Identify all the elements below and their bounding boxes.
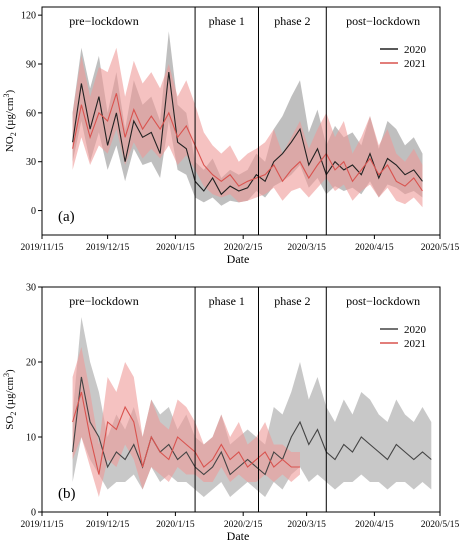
no2-legend-label-2020: 2020 <box>404 44 427 56</box>
no2-period-label-4: post−lockdown <box>346 14 420 28</box>
no2-x-axis-title: Date <box>227 252 250 266</box>
no2-legend: 2020 2021 <box>380 44 427 70</box>
no2-x-tick-label: 2019/12/15 <box>86 243 130 253</box>
no2-y-title-sub: 2 <box>9 132 18 136</box>
no2-y-tick-label: 60 <box>26 108 36 119</box>
so2-y-tick-label: 10 <box>26 433 36 444</box>
so2-y-tick-label: 0 <box>31 508 36 519</box>
no2-period-labels: pre−lockdown phase 1 phase 2 post−lockdown <box>69 14 420 28</box>
so2-y-axis-title: SO2 (µg/cm3) <box>2 369 18 430</box>
so2-period-label-4: post−lockdown <box>346 294 420 308</box>
so2-x-tick-label: 2020/3/15 <box>287 520 326 530</box>
so2-plot-frame <box>41 286 441 513</box>
no2-x-tick-label: 2019/11/15 <box>21 243 64 253</box>
no2-period-label-2: phase 1 <box>209 14 245 28</box>
no2-y-title-unit-sup: 3 <box>2 94 11 98</box>
no2-y-axis-title: NO2 (µg/cm3) <box>2 90 18 153</box>
no2-plot-frame <box>41 6 441 236</box>
no2-y-title-unit: (µg/cm <box>4 97 16 132</box>
no2-y-tick-label: 30 <box>26 157 36 168</box>
no2-y-tick-label: 90 <box>26 60 36 71</box>
no2-period-label-3: phase 2 <box>274 14 310 28</box>
no2-x-tick-label: 2020/4/15 <box>355 243 394 253</box>
no2-panel: 0 30 60 90 120 2019/11/15 2019/12/15 2020/1/15… <box>2 6 460 266</box>
no2-y-tick-label: 120 <box>21 11 36 22</box>
no2-y-title-unit-close: ) <box>4 90 16 94</box>
so2-x-tick-label: 2020/1/15 <box>156 520 195 530</box>
so2-legend-label-2020: 2020 <box>404 324 427 336</box>
so2-series-lines <box>72 376 432 476</box>
so2-period-dividers <box>194 287 327 512</box>
so2-period-labels: pre−lockdown phase 1 phase 2 post−lockdown <box>69 294 420 308</box>
no2-x-tick-label: 2020/5/15 <box>421 243 460 253</box>
so2-legend: 2020 2021 <box>380 324 427 350</box>
no2-legend-label-2021: 2021 <box>404 58 426 70</box>
so2-x-tick-label: 2019/11/15 <box>21 520 64 530</box>
so2-panel: 0 10 20 30 2019/11/15 2019/12/15 2020/1/15 202… <box>2 283 460 544</box>
so2-period-label-2: phase 1 <box>209 294 245 308</box>
no2-x-tick-label: 2020/2/15 <box>224 243 263 253</box>
no2-y-title-main: NO <box>4 136 16 152</box>
so2-x-tick-label: 2020/4/15 <box>355 520 394 530</box>
no2-y-tick-label: 0 <box>31 206 36 217</box>
no2-x-tick-label: 2020/3/15 <box>287 243 326 253</box>
no2-line-2020 <box>72 72 423 196</box>
so2-y-tick-label: 20 <box>26 358 36 369</box>
so2-y-title-sub: 2 <box>9 412 18 416</box>
so2-x-axis-title: Date <box>227 529 250 543</box>
no2-band-2021 <box>72 47 423 208</box>
so2-period-label-1: pre−lockdown <box>69 294 138 308</box>
no2-period-label-1: pre−lockdown <box>69 14 138 28</box>
no2-x-axis: 2019/11/15 2019/12/15 2020/1/15 2020/2/15 20… <box>21 235 460 253</box>
no2-x-tick-label: 2020/1/15 <box>156 243 195 253</box>
so2-y-title-unit-sup: 3 <box>2 373 11 377</box>
so2-y-title-main: SO <box>4 416 16 430</box>
so2-x-tick-label: 2019/12/15 <box>86 520 130 530</box>
no2-panel-label: (a) <box>58 209 75 225</box>
no2-line-2021 <box>72 93 423 192</box>
so2-x-tick-label: 2020/2/15 <box>224 520 263 530</box>
so2-uncertainty-bands <box>72 317 432 497</box>
so2-panel-label: (b) <box>58 486 76 502</box>
no2-y-axis: 0 30 60 90 120 <box>21 11 42 217</box>
so2-period-label-3: phase 2 <box>274 294 310 308</box>
so2-y-axis: 0 10 20 30 <box>26 283 42 519</box>
so2-y-title-unit-close: ) <box>4 369 16 373</box>
so2-y-tick-label: 30 <box>26 283 36 294</box>
so2-line-2021 <box>72 391 300 475</box>
so2-x-axis: 2019/11/15 2019/12/15 2020/1/15 2020/2/15 20… <box>21 512 460 530</box>
no2-period-dividers <box>194 7 327 235</box>
no2-series-lines <box>72 72 423 196</box>
so2-legend-label-2021: 2021 <box>404 338 426 350</box>
so2-x-tick-label: 2020/5/15 <box>421 520 460 530</box>
so2-y-title-unit: (µg/cm <box>4 376 16 411</box>
